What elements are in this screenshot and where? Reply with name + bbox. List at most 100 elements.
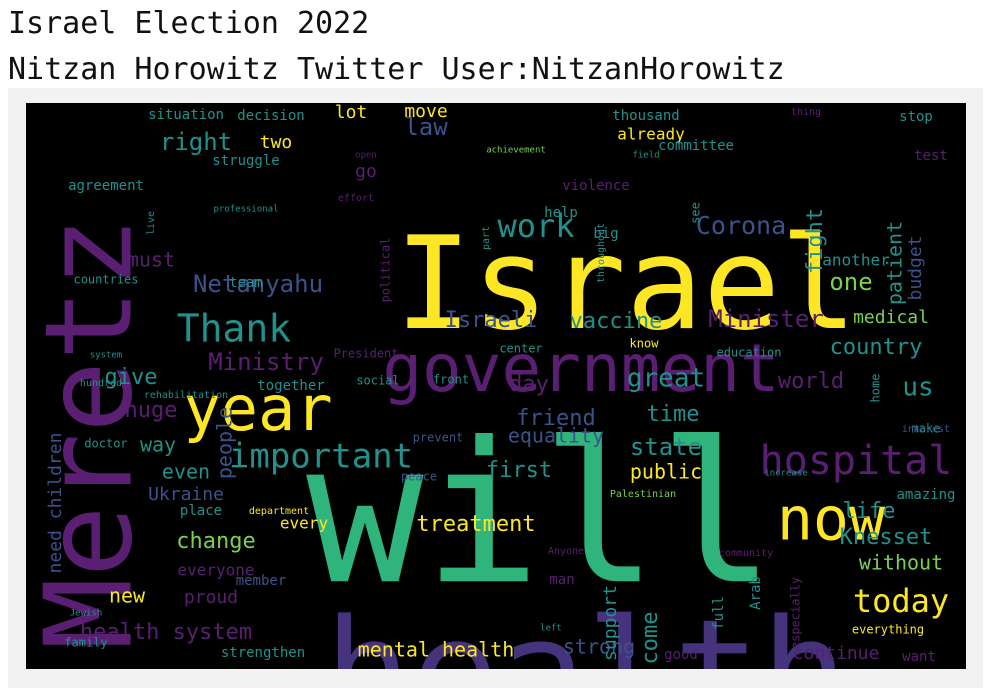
wordcloud-word: day bbox=[509, 372, 549, 397]
wordcloud-word: strengthen bbox=[221, 645, 305, 661]
wordcloud-word: medical bbox=[853, 307, 929, 328]
wordcloud-word: first bbox=[486, 458, 552, 483]
wordcloud-word: will bbox=[306, 400, 776, 627]
wordcloud-word: must bbox=[127, 248, 175, 272]
wordcloud-word: world bbox=[778, 369, 844, 394]
wordcloud-word: Ministry bbox=[208, 348, 324, 376]
wordcloud-word: patient bbox=[883, 221, 907, 305]
wordcloud-word: professional bbox=[213, 205, 278, 215]
wordcloud-word: Thank bbox=[177, 307, 292, 351]
wordcloud-word: amazing bbox=[896, 487, 955, 503]
wordcloud-word: country bbox=[830, 335, 923, 360]
wordcloud-word: make bbox=[912, 422, 941, 436]
wordcloud-word: need children bbox=[45, 433, 66, 574]
wordcloud-word: countries bbox=[73, 273, 138, 287]
wordcloud-word: us bbox=[902, 373, 933, 403]
wordcloud-word: department bbox=[249, 506, 309, 517]
wordcloud-word: health system bbox=[80, 620, 252, 645]
wordcloud-word: Meretz bbox=[26, 216, 160, 649]
wordcloud-word: education bbox=[716, 346, 781, 360]
wordcloud-word: open bbox=[355, 151, 377, 161]
wordcloud-word: political bbox=[379, 237, 393, 302]
wordcloud-word: come bbox=[638, 612, 663, 665]
wordcloud-word: government bbox=[382, 330, 779, 407]
wordcloud-word: fight bbox=[803, 208, 828, 274]
wordcloud-word: Arab bbox=[748, 576, 764, 610]
wordcloud-word: violence bbox=[562, 178, 629, 194]
wordcloud-word: field bbox=[632, 151, 659, 161]
wordcloud-word: time bbox=[647, 402, 700, 427]
wordcloud-word: situation bbox=[148, 107, 224, 123]
wordcloud-word: public bbox=[630, 460, 702, 484]
wordcloud-word: budget bbox=[905, 235, 926, 300]
wordcloud-word: lot bbox=[335, 103, 368, 123]
wordcloud-word: Minister bbox=[708, 305, 824, 333]
wordcloud-word: friend bbox=[516, 406, 595, 431]
wordcloud-word: even bbox=[162, 460, 210, 484]
wordcloud-word: increase bbox=[764, 469, 807, 479]
wordcloud-word: family bbox=[64, 636, 107, 650]
wordcloud-word: new bbox=[109, 584, 146, 608]
wordcloud-word: mental health bbox=[358, 638, 515, 662]
wordcloud-word: way bbox=[140, 433, 176, 457]
wordcloud-word: go bbox=[355, 161, 377, 182]
wordcloud-word: Jewish bbox=[70, 609, 103, 619]
wordcloud-word: President bbox=[333, 347, 398, 361]
wordcloud-word: great bbox=[627, 364, 705, 394]
wordcloud-word: everyone bbox=[177, 561, 254, 580]
wordcloud-word: man bbox=[549, 572, 574, 588]
wordcloud-word: agreement bbox=[68, 178, 144, 194]
wordcloud-word: achievement bbox=[486, 146, 546, 156]
wordcloud-word: work bbox=[497, 207, 574, 245]
wordcloud-canvas: willhealth Israel Meretz government year now h… bbox=[26, 103, 956, 669]
wordcloud-word: Ukraine bbox=[148, 484, 224, 505]
wordcloud-word: doctor bbox=[84, 437, 127, 451]
wordcloud-word: year bbox=[183, 372, 332, 445]
wordcloud-word: already bbox=[617, 125, 685, 144]
wordcloud-word: peace bbox=[401, 470, 437, 484]
wordcloud-word: know bbox=[630, 337, 660, 351]
wordcloud-word: home bbox=[869, 374, 883, 403]
wordcloud-word: Israel bbox=[395, 210, 857, 359]
wordcloud-word: Corona bbox=[696, 211, 786, 240]
wordcloud-word: interest bbox=[902, 424, 950, 435]
wordcloud-word: now bbox=[777, 485, 886, 555]
wordcloud-word: today bbox=[853, 582, 949, 620]
wordcloud-word: see bbox=[689, 202, 703, 224]
wordcloud-word: good bbox=[664, 647, 698, 663]
wordcloud-word: state bbox=[630, 433, 702, 461]
wordcloud-word: treatment bbox=[416, 512, 535, 537]
wordcloud-word: strong bbox=[563, 635, 635, 659]
wordcloud-word: Anyone bbox=[548, 546, 584, 557]
wordcloud-word: Palestinian bbox=[610, 489, 676, 500]
wordcloud-word: move bbox=[404, 103, 447, 122]
wordcloud-word: especially bbox=[789, 577, 803, 649]
wordcloud-word: prevent bbox=[413, 431, 464, 445]
wordcloud-word: change bbox=[176, 529, 255, 554]
wordcloud-word: huge bbox=[125, 398, 178, 423]
wordcloud-word: every bbox=[280, 514, 329, 533]
wordcloud-word: rehabilitation bbox=[144, 390, 228, 401]
wordcloud-word: vaccine bbox=[570, 309, 663, 334]
wordcloud-word: thousand bbox=[612, 108, 679, 124]
wordcloud-word: throughout bbox=[596, 223, 607, 283]
wordcloud-word: everything bbox=[852, 623, 924, 637]
wordcloud-word: effort bbox=[338, 193, 374, 204]
wordcloud-word: member bbox=[236, 573, 287, 589]
wordcloud-word: front bbox=[433, 373, 469, 387]
wordcloud-word: one bbox=[829, 268, 872, 296]
wordcloud-word: help bbox=[544, 205, 578, 221]
wordcloud-word: right bbox=[160, 128, 232, 156]
wordcloud-word: hundred bbox=[80, 378, 122, 389]
wordcloud-word: Netanyahu bbox=[193, 270, 323, 298]
wordcloud-word: give bbox=[105, 365, 158, 390]
wordcloud-word: health bbox=[324, 589, 848, 669]
wordcloud-word: big bbox=[593, 226, 618, 242]
wordcloud-word: another bbox=[822, 251, 890, 270]
wordcloud-word: decision bbox=[237, 108, 304, 124]
wordcloud-word: test bbox=[914, 148, 948, 164]
wordcloud-word: social bbox=[356, 374, 399, 388]
wordcloud-word: life bbox=[843, 499, 896, 524]
wordcloud-word: people bbox=[213, 407, 237, 479]
page-title: Israel Election 2022 bbox=[8, 6, 370, 41]
